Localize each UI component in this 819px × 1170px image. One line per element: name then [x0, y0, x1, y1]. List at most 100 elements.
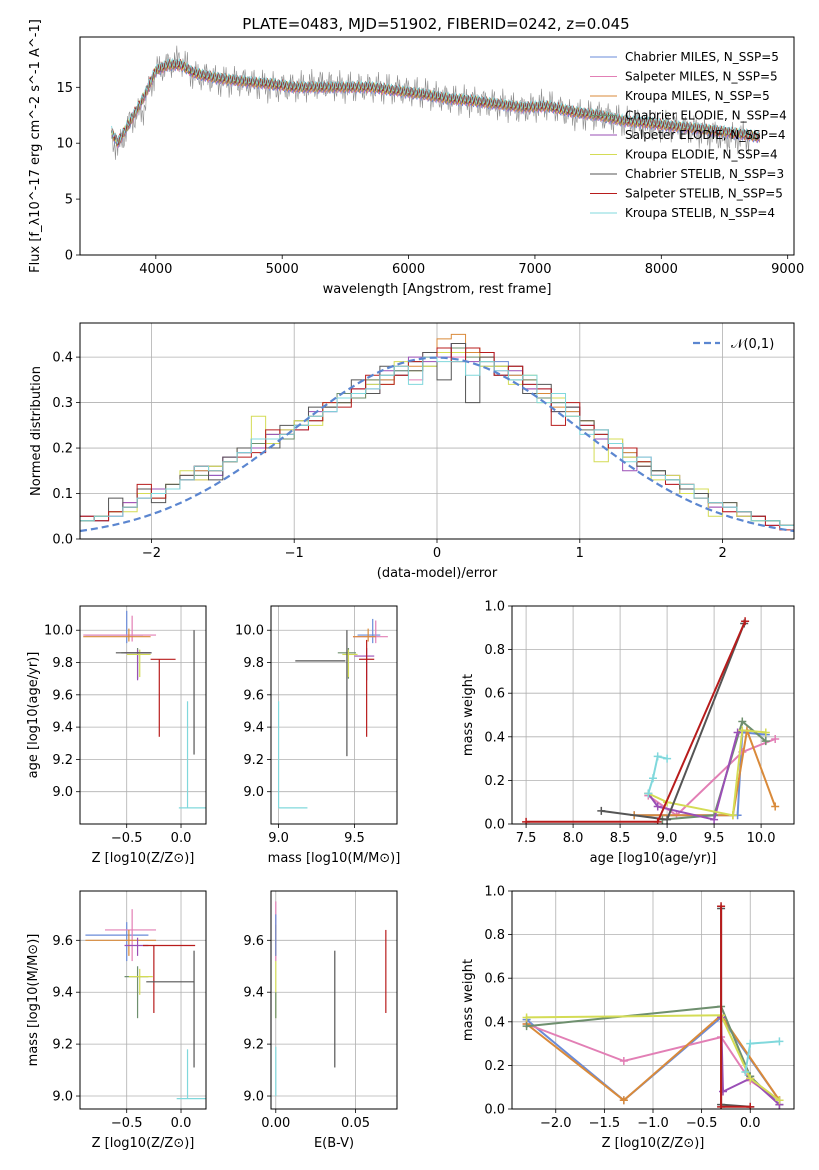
- y-tick-label: 9.0: [243, 1090, 264, 1105]
- panel-age_vs_Z: −0.5 0.0 9.0 9.2 9.4 9.6 9.8 10.0 Z [log10(Z/Z⊙)…: [26, 605, 207, 866]
- x-tick-label: 7000: [518, 262, 551, 277]
- point-marker: [522, 1013, 531, 1022]
- panel-mass_vs_EBV: 0.00 0.05 9.0 9.2 9.4 9.6 E(B-V): [243, 890, 398, 1151]
- axes-frame: [79, 605, 207, 825]
- x-tick-label: 0.0: [740, 1116, 761, 1131]
- y-axis-label: Flux [f_λ10^-17 erg cm^-2 s^-1 A^-1]: [28, 19, 43, 273]
- y-axis-label: mass [log10(M/M⊙)]: [26, 934, 41, 1067]
- weight-series-line: [720, 906, 751, 1108]
- x-tick-label: 0.0: [171, 1116, 192, 1131]
- y-tick-label: 0.6: [484, 687, 505, 702]
- y-tick-label: 9.4: [243, 721, 264, 736]
- x-tick-label: −0.5: [111, 831, 143, 846]
- x-tick-label: −1.0: [637, 1116, 669, 1131]
- y-tick-label: 9.0: [243, 785, 264, 800]
- x-tick-label: 2: [718, 546, 726, 561]
- point-marker: [717, 1102, 726, 1109]
- point-marker: [741, 617, 750, 626]
- y-tick-label: 9.0: [52, 1090, 73, 1105]
- y-tick-label: 9.6: [52, 688, 73, 703]
- x-tick-label: 10.0: [747, 831, 776, 846]
- x-tick-label: −2: [142, 546, 161, 561]
- x-axis-label: Z [log10(Z/Z⊙)]: [602, 1136, 705, 1151]
- x-tick-label: 0: [433, 546, 441, 561]
- x-tick-label: 9.0: [657, 831, 678, 846]
- weight-series-line: [525, 1013, 781, 1102]
- plot-area: [85, 909, 206, 1100]
- weight-series-line: [634, 726, 777, 817]
- y-tick-label: 10: [56, 137, 73, 152]
- axes-frame: [79, 322, 795, 540]
- model-spectrum-line: [111, 59, 760, 145]
- weight-series-line: [647, 738, 776, 817]
- weight-series-line: [647, 732, 739, 821]
- point-marker: [746, 1102, 755, 1109]
- legend: Chabrier MILES, N_SSP=5 Salpeter MILES, N…: [590, 50, 787, 220]
- x-tick-label: 0.00: [261, 1116, 290, 1131]
- y-tick-label: 9.2: [243, 1038, 264, 1053]
- plot-area: [277, 618, 388, 809]
- x-tick-label: 8000: [645, 262, 678, 277]
- point-marker: [733, 728, 742, 737]
- x-axis-label: mass [log10(M/M⊙)]: [268, 851, 401, 866]
- y-tick-label: 0.4: [484, 1015, 505, 1030]
- point-marker: [771, 802, 780, 811]
- axes-frame: [270, 890, 398, 1110]
- axes-frame: [79, 36, 795, 256]
- y-tick-label: 0.0: [52, 533, 73, 548]
- legend-entry-label: Chabrier ELODIE, N_SSP=4: [625, 109, 787, 123]
- y-tick-label: 9.2: [52, 1038, 73, 1053]
- point-marker: [746, 1039, 755, 1048]
- point-marker: [761, 728, 770, 737]
- y-tick-label: 9.4: [52, 721, 73, 736]
- y-tick-label: 9.2: [52, 753, 73, 768]
- point-marker: [728, 811, 737, 820]
- y-tick-label: 0.8: [484, 643, 505, 658]
- y-tick-label: 1.0: [484, 600, 505, 615]
- axes-frame: [511, 605, 795, 825]
- plot-area: [80, 333, 794, 533]
- y-tick-label: 10.0: [44, 624, 73, 639]
- y-axis-label: age [log10(age/yr)]: [26, 652, 41, 779]
- point-marker: [522, 817, 531, 824]
- x-tick-label: 7.5: [516, 831, 537, 846]
- x-tick-label: −0.5: [111, 1116, 143, 1131]
- y-tick-label: 9.8: [52, 656, 73, 671]
- x-tick-label: 0.05: [341, 1116, 370, 1131]
- point-marker: [738, 717, 747, 726]
- y-tick-label: 0.2: [484, 1059, 505, 1074]
- point-marker: [738, 726, 747, 735]
- y-axis-label: mass weight: [461, 674, 476, 756]
- x-axis-label: wavelength [Angstrom, rest frame]: [323, 282, 552, 297]
- x-axis-label: (data-model)/error: [377, 566, 498, 581]
- point-marker: [775, 1096, 784, 1105]
- legend-entry-label: Kroupa ELODIE, N_SSP=4: [625, 148, 778, 162]
- x-tick-label: −1.5: [589, 1116, 621, 1131]
- y-tick-label: 9.4: [243, 986, 264, 1001]
- y-tick-label: 0.3: [52, 396, 73, 411]
- panel-mass_vs_Z: −0.5 0.0 9.0 9.2 9.4 9.6 Z [log10(Z/Z⊙)] mass […: [26, 890, 207, 1151]
- x-tick-label: 9.5: [704, 831, 725, 846]
- panel-spectrum: 4000 5000 6000 7000 8000 9000 0 5 10 15 wavelength…: [28, 19, 804, 297]
- point-marker: [653, 817, 662, 824]
- y-tick-label: 1.0: [484, 885, 505, 900]
- plot-area: [275, 901, 387, 1097]
- y-tick-label: 10.0: [235, 624, 264, 639]
- x-axis-label: Z [log10(Z/Z⊙)]: [92, 851, 195, 866]
- legend-entry-label: Salpeter MILES, N_SSP=5: [625, 70, 778, 84]
- y-tick-label: 0.2: [52, 442, 73, 457]
- x-axis-label: age [log10(age/yr)]: [590, 851, 717, 866]
- x-tick-label: 8.0: [563, 831, 584, 846]
- point-marker: [663, 815, 672, 824]
- point-marker: [649, 774, 657, 783]
- figure-title: PLATE=0483, MJD=51902, FIBERID=0242, z=0…: [242, 15, 629, 33]
- y-tick-label: 0.4: [484, 730, 505, 745]
- x-tick-label: 6000: [392, 262, 425, 277]
- y-tick-label: 9.8: [243, 656, 264, 671]
- x-axis-label: E(B-V): [314, 1136, 354, 1151]
- weight-series-line: [720, 908, 751, 1108]
- x-tick-label: 9000: [771, 262, 804, 277]
- y-tick-label: 9.0: [52, 785, 73, 800]
- x-tick-label: −0.5: [686, 1116, 718, 1131]
- y-tick-label: 0.1: [52, 487, 73, 502]
